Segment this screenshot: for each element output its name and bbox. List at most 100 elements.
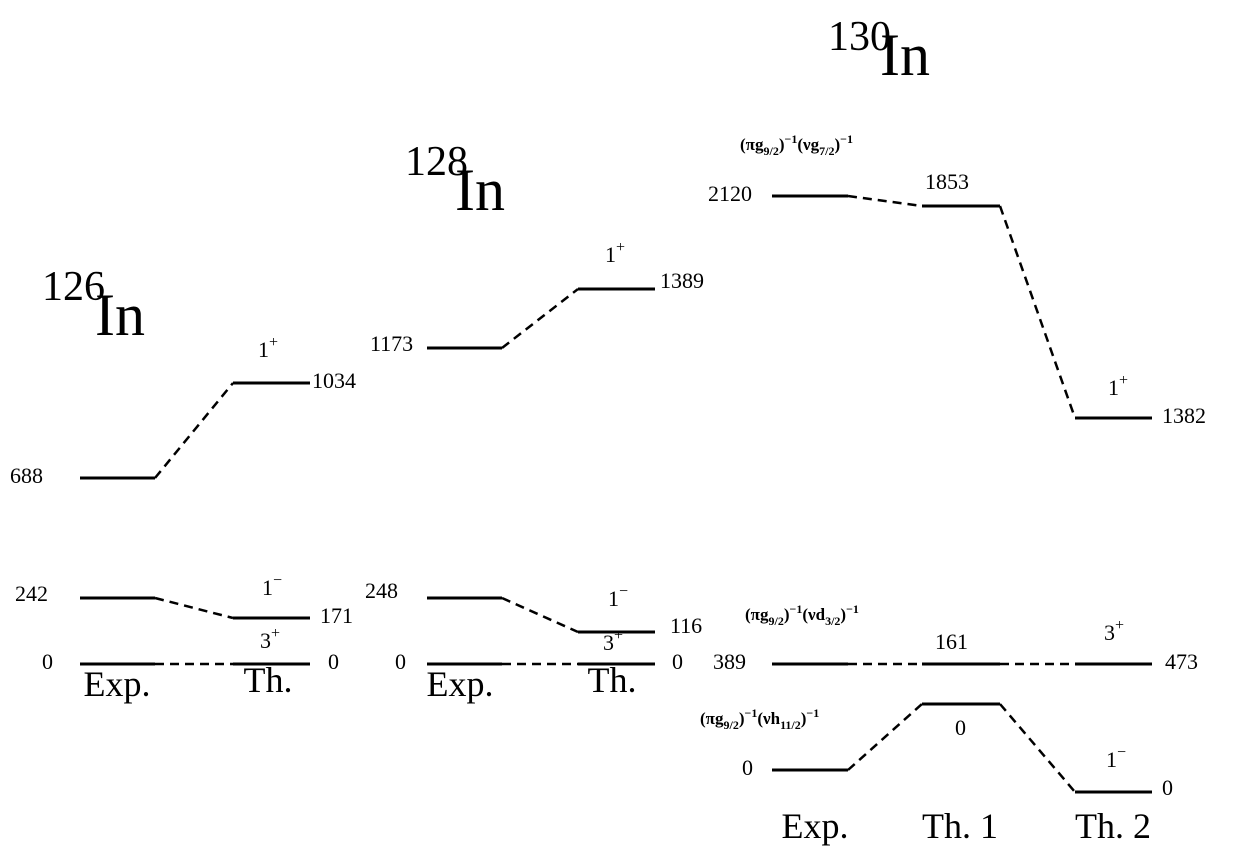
spin: 1 <box>258 337 269 362</box>
column-label: Th. 1 <box>922 806 998 846</box>
level-energy: 688 <box>10 463 43 488</box>
connector <box>847 194 923 208</box>
spin-parity: 3+ <box>260 625 280 653</box>
column-label: Th. 2 <box>1075 806 1151 846</box>
configuration: (πg9/2)−1(νg7/2)−1 <box>740 132 853 158</box>
element-symbol: In <box>455 157 505 223</box>
config-part: (ν <box>757 709 771 728</box>
config-part: ) <box>840 605 846 624</box>
level-energy: 1853 <box>925 169 969 194</box>
spin: 3 <box>1104 620 1115 645</box>
parity: − <box>273 572 282 589</box>
spin-parity: 1− <box>1106 744 1126 772</box>
level-energy: 0 <box>42 649 53 674</box>
level-energy: 248 <box>365 578 398 603</box>
config-part: −1 <box>846 602 859 616</box>
config-part: ) <box>834 135 840 154</box>
column-label: Th. <box>244 660 293 700</box>
parity: + <box>1119 372 1128 389</box>
connector <box>154 596 234 620</box>
connector <box>847 703 923 771</box>
spin-parity: 1+ <box>1108 372 1128 400</box>
spin-parity: 3+ <box>1104 617 1124 645</box>
level-energy: 0 <box>672 649 683 674</box>
spin: 1 <box>608 586 619 611</box>
parity: + <box>614 627 623 644</box>
spin-parity: 1+ <box>605 239 625 267</box>
mass-number: 130 <box>828 14 891 60</box>
config-part: g <box>755 135 764 154</box>
level-energy: 0 <box>328 649 339 674</box>
config-part: ) <box>779 135 785 154</box>
config-part: ) <box>784 605 790 624</box>
config-part: 9/2 <box>768 614 783 628</box>
config-part: 9/2 <box>723 718 738 732</box>
config-part: −1 <box>840 132 853 146</box>
config-part: 3/2 <box>825 614 840 628</box>
level-energy: 1382 <box>1162 403 1206 428</box>
config-part: −1 <box>785 132 798 146</box>
parity: + <box>616 239 625 256</box>
connector <box>501 288 579 349</box>
level-energy: 1389 <box>660 268 704 293</box>
spin-parity: 1+ <box>258 334 278 362</box>
parity: − <box>1117 744 1126 761</box>
parity: + <box>271 625 280 642</box>
config-part: (ν <box>802 605 816 624</box>
column-label: Th. <box>588 660 637 700</box>
column-label: Exp. <box>427 664 494 704</box>
config-part: −1 <box>745 706 758 720</box>
config-part: g <box>811 135 820 154</box>
spin-parity: 1− <box>608 583 628 611</box>
level-energy: 0 <box>1162 775 1173 800</box>
config-part: 9/2 <box>763 144 778 158</box>
config-part: h <box>771 709 781 728</box>
config-part: −1 <box>806 706 819 720</box>
level-energy: 171 <box>320 603 353 628</box>
level-energy: 0 <box>395 649 406 674</box>
level-energy: 161 <box>935 629 968 654</box>
level-energy: 116 <box>670 613 702 638</box>
config-part: −1 <box>790 602 803 616</box>
mass-number: 128 <box>405 139 468 185</box>
spin: 1 <box>1108 375 1119 400</box>
nucleus-title: 126In <box>42 264 145 348</box>
column-label: Exp. <box>782 806 849 846</box>
parity: + <box>1115 617 1124 634</box>
connector <box>154 382 234 479</box>
parity: − <box>619 583 628 600</box>
config-part: (π <box>745 605 761 624</box>
spin-parity: 1− <box>262 572 282 600</box>
spin: 3 <box>260 628 271 653</box>
configuration: (πg9/2)−1(νh11/2)−1 <box>700 706 819 732</box>
level-energy: 0 <box>955 715 966 740</box>
connector <box>999 703 1076 793</box>
spin: 1 <box>1106 747 1117 772</box>
level-energy: 2120 <box>708 181 752 206</box>
spin-parity: 3+ <box>603 627 623 655</box>
configuration: (πg9/2)−1(νd3/2)−1 <box>745 602 859 628</box>
level-energy: 389 <box>713 649 746 674</box>
config-part: ) <box>739 709 745 728</box>
config-part: (π <box>740 135 756 154</box>
config-part: 11/2 <box>780 718 801 732</box>
nucleus-title: 130In <box>828 14 930 88</box>
connector <box>998 205 1077 419</box>
level-energy: 0 <box>742 755 753 780</box>
config-part: d <box>816 605 826 624</box>
element-symbol: In <box>880 22 930 88</box>
level-energy: 473 <box>1165 649 1198 674</box>
config-part: g <box>760 605 769 624</box>
spin: 3 <box>603 630 614 655</box>
config-part: (ν <box>797 135 811 154</box>
config-part: ) <box>801 709 807 728</box>
parity: + <box>269 334 278 351</box>
element-symbol: In <box>95 282 145 348</box>
config-part: g <box>715 709 724 728</box>
spin: 1 <box>262 575 273 600</box>
spin: 1 <box>605 242 616 267</box>
mass-number: 126 <box>42 264 105 310</box>
config-part: 7/2 <box>819 144 834 158</box>
level-energy: 1034 <box>312 368 356 393</box>
